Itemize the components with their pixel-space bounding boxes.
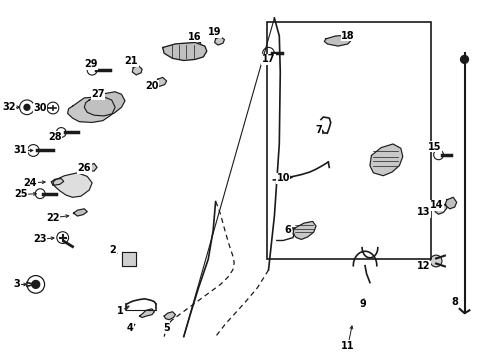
Text: 23: 23 xyxy=(33,234,47,244)
Polygon shape xyxy=(435,204,447,214)
Text: 7: 7 xyxy=(315,125,322,135)
Text: 25: 25 xyxy=(14,189,27,199)
Text: 9: 9 xyxy=(359,299,366,309)
Text: 15: 15 xyxy=(428,142,442,152)
Polygon shape xyxy=(156,77,167,86)
Text: 3: 3 xyxy=(14,279,21,289)
Polygon shape xyxy=(122,252,136,266)
Circle shape xyxy=(32,280,40,288)
Polygon shape xyxy=(86,163,97,171)
Polygon shape xyxy=(84,92,125,116)
Text: 28: 28 xyxy=(48,132,62,142)
Text: 5: 5 xyxy=(163,323,170,333)
Polygon shape xyxy=(163,42,207,60)
Polygon shape xyxy=(68,96,115,122)
Circle shape xyxy=(461,55,468,63)
Text: 29: 29 xyxy=(84,59,98,69)
Polygon shape xyxy=(370,144,403,176)
Text: 11: 11 xyxy=(341,341,355,351)
Polygon shape xyxy=(51,179,64,185)
Text: 13: 13 xyxy=(417,207,431,217)
Polygon shape xyxy=(140,309,154,318)
Text: 19: 19 xyxy=(208,27,221,37)
Polygon shape xyxy=(324,35,352,46)
Text: 8: 8 xyxy=(451,297,458,307)
Text: 27: 27 xyxy=(91,89,105,99)
Circle shape xyxy=(24,104,30,110)
Bar xyxy=(267,22,431,259)
Polygon shape xyxy=(293,221,316,239)
Text: 12: 12 xyxy=(417,261,431,271)
Polygon shape xyxy=(74,209,87,216)
Text: 21: 21 xyxy=(124,56,138,66)
Text: 10: 10 xyxy=(276,173,290,183)
Text: 1: 1 xyxy=(117,306,123,316)
Text: 22: 22 xyxy=(46,213,60,223)
Text: 24: 24 xyxy=(24,178,37,188)
Text: 14: 14 xyxy=(430,200,444,210)
Text: 31: 31 xyxy=(14,145,27,156)
Text: 32: 32 xyxy=(2,102,16,112)
Polygon shape xyxy=(164,312,175,320)
Text: 16: 16 xyxy=(188,32,202,42)
Polygon shape xyxy=(53,173,92,197)
Text: 30: 30 xyxy=(33,103,47,113)
Text: 4: 4 xyxy=(126,323,133,333)
Text: 20: 20 xyxy=(145,81,159,91)
Text: 2: 2 xyxy=(109,245,116,255)
Polygon shape xyxy=(132,66,142,75)
Text: 6: 6 xyxy=(285,225,292,235)
Text: 17: 17 xyxy=(262,54,275,64)
Text: 26: 26 xyxy=(77,163,91,174)
Polygon shape xyxy=(215,37,224,45)
Text: 18: 18 xyxy=(341,31,355,41)
Circle shape xyxy=(430,255,442,267)
Polygon shape xyxy=(445,197,457,209)
